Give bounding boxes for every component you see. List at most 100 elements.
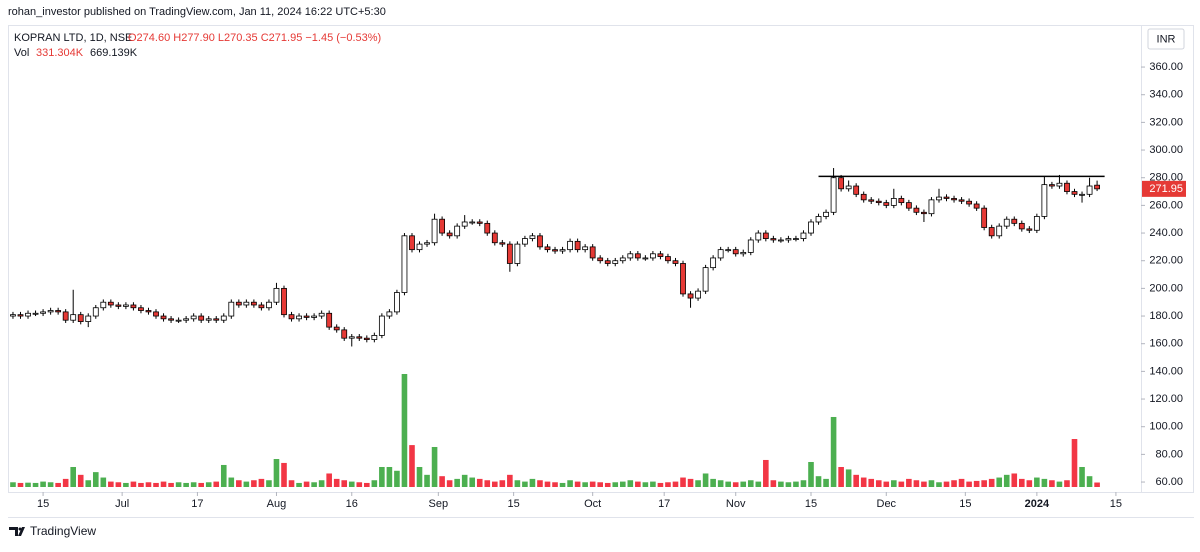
candle-body <box>732 249 739 255</box>
volume-bar <box>40 481 46 487</box>
volume-bar <box>823 478 829 487</box>
candle-body <box>1064 182 1070 192</box>
candle-body <box>913 207 920 213</box>
volume-bar <box>898 481 905 487</box>
volume-bar <box>100 477 107 487</box>
volume-bar <box>981 480 987 487</box>
volume-bar <box>988 478 995 487</box>
y-tick-label: 200.00 <box>1149 282 1183 294</box>
candle-body <box>17 314 24 317</box>
volume-bar <box>936 482 942 487</box>
volume-bar <box>386 466 393 487</box>
volume-bar <box>612 482 619 487</box>
volume-bar <box>785 482 792 487</box>
candle-body <box>130 304 137 309</box>
y-tick-label: 320.00 <box>1149 116 1183 128</box>
candle-body <box>845 185 852 190</box>
volume-bar <box>665 482 671 487</box>
candle-body <box>378 315 385 336</box>
candle-body <box>552 249 558 252</box>
candle-body <box>853 185 860 195</box>
vol-ma: 669.139K <box>90 47 138 59</box>
volume-bar <box>469 477 476 487</box>
volume-bar <box>770 480 777 487</box>
candle-body <box>454 225 461 237</box>
volume-bar <box>943 481 950 487</box>
candle-body <box>424 242 430 245</box>
candle-body <box>988 227 995 237</box>
candle-body <box>1011 218 1018 224</box>
volume-bar <box>198 482 204 487</box>
candle-body <box>92 307 99 317</box>
volume-bar <box>55 482 61 487</box>
candle-body <box>649 253 656 259</box>
volume-bar <box>92 472 99 487</box>
candle-body <box>725 249 732 252</box>
candle-body <box>10 314 16 317</box>
candle-body <box>40 311 46 314</box>
x-tick-label: 15 <box>1110 498 1122 510</box>
volume-bar <box>778 481 784 487</box>
volume-bar <box>25 482 31 487</box>
y-tick-label: 360.00 <box>1149 61 1183 73</box>
candle-body <box>883 202 890 206</box>
candle-body <box>1018 222 1025 230</box>
candle-body <box>311 315 318 318</box>
volume-bar <box>650 481 656 487</box>
volume-bar <box>891 480 897 487</box>
candle-body <box>401 235 408 293</box>
volume-bar <box>341 480 348 487</box>
candle-body <box>589 246 596 259</box>
volume-bar <box>913 480 920 487</box>
x-tick-label: 15 <box>959 498 971 510</box>
candle-body <box>680 263 686 295</box>
candle-body <box>394 292 400 313</box>
volume-bar <box>326 473 332 487</box>
volume-bar <box>85 480 92 487</box>
candle-body <box>416 243 423 251</box>
currency-box[interactable] <box>1147 28 1185 50</box>
candle-body <box>951 198 957 201</box>
price-axis-border <box>1141 25 1194 493</box>
y-tick-label: 340.00 <box>1149 89 1183 101</box>
candle-body <box>928 199 935 215</box>
candle-body <box>905 202 912 209</box>
volume-bar <box>740 481 747 487</box>
candle-body <box>890 198 897 206</box>
volume-bar <box>763 459 769 487</box>
x-tick-label: 2024 <box>1025 498 1050 510</box>
candle-body <box>446 232 453 237</box>
candle-body <box>559 249 566 252</box>
candle-body <box>612 260 619 264</box>
volume-bar <box>514 480 521 487</box>
candle-body <box>266 301 272 309</box>
candle-body <box>220 315 227 321</box>
volume-bar <box>1056 481 1063 487</box>
candle-body <box>604 260 611 264</box>
y-tick-label: 240.00 <box>1149 227 1183 239</box>
x-tick-label: Nov <box>726 498 746 510</box>
x-tick-label: Jul <box>115 498 129 510</box>
candle-body <box>800 232 807 239</box>
volume-bar <box>416 466 423 487</box>
candle-body <box>1056 182 1063 187</box>
candle-body <box>107 301 114 306</box>
candle-body <box>762 232 769 239</box>
candle-body <box>958 199 965 202</box>
y-tick-label: 120.00 <box>1149 393 1183 405</box>
volume-bar <box>311 482 317 487</box>
volume-bar <box>619 481 626 487</box>
candle-body <box>296 315 302 320</box>
candle-body <box>235 301 242 306</box>
volume-bar <box>973 480 980 487</box>
volume-bar <box>439 476 445 487</box>
volume-layer <box>10 374 1100 487</box>
candle-body <box>356 336 363 339</box>
candle-body <box>476 221 483 224</box>
candle-body <box>898 198 905 204</box>
volume-bar <box>906 478 912 487</box>
candle-body <box>936 196 942 201</box>
volume-bar <box>364 482 370 487</box>
volume-bar <box>138 482 144 487</box>
